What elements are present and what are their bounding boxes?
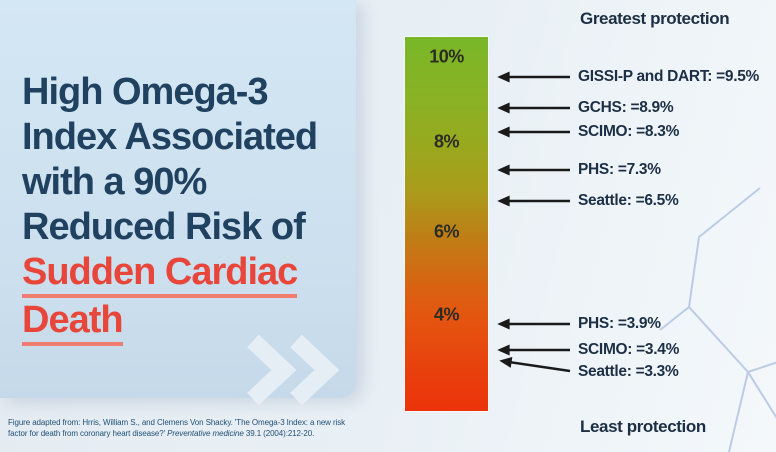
annotation-phs-high: PHS: =7.3%: [578, 161, 661, 178]
omega3-index-gradient-bar: [404, 36, 489, 412]
title-line: Reduced Risk of: [22, 206, 306, 248]
title-panel: [0, 0, 356, 398]
annotation-seattle-low: Seattle: =3.3%: [578, 363, 679, 380]
citation-journal: Preventative medicine: [167, 428, 244, 438]
annotation-seattle-high: Seattle: =6.5%: [578, 192, 679, 209]
citation-text: Figure adapted from: Hrris, William S., …: [8, 418, 346, 438]
tick-8pct: 8%: [433, 131, 460, 152]
tick-6pct: 6%: [433, 221, 460, 242]
annotation-gchs: GCHS: =8.9%: [578, 99, 674, 116]
title-highlight-line: Death: [22, 298, 352, 346]
annotation-scimo-high: SCIMO: =8.3%: [578, 123, 680, 140]
annotation-gissi-dart: GISSI-P and DART: =9.5%: [578, 68, 760, 85]
title-line: with a 90%: [22, 161, 207, 203]
slide-title: High Omega-3 Index Associated with a 90%…: [22, 70, 352, 346]
title-line: Index Associated: [22, 116, 318, 158]
tick-4pct: 4%: [433, 304, 460, 325]
tick-10pct: 10%: [429, 46, 464, 67]
annotation-scimo-low: SCIMO: =3.4%: [578, 341, 680, 358]
greatest-protection-label: Greatest protection: [580, 9, 730, 28]
annotation-phs-low: PHS: =3.9%: [578, 315, 661, 332]
citation-tail: 39.1 (2004):212-20.: [243, 428, 315, 438]
figure-citation: Figure adapted from: Hrris, William S., …: [8, 418, 348, 439]
arrow-seattle-low: [499, 356, 571, 373]
title-highlight-line: Sudden Cardiac: [22, 250, 352, 298]
title-line: High Omega-3: [22, 71, 269, 113]
least-protection-label: Least protection: [580, 417, 706, 436]
